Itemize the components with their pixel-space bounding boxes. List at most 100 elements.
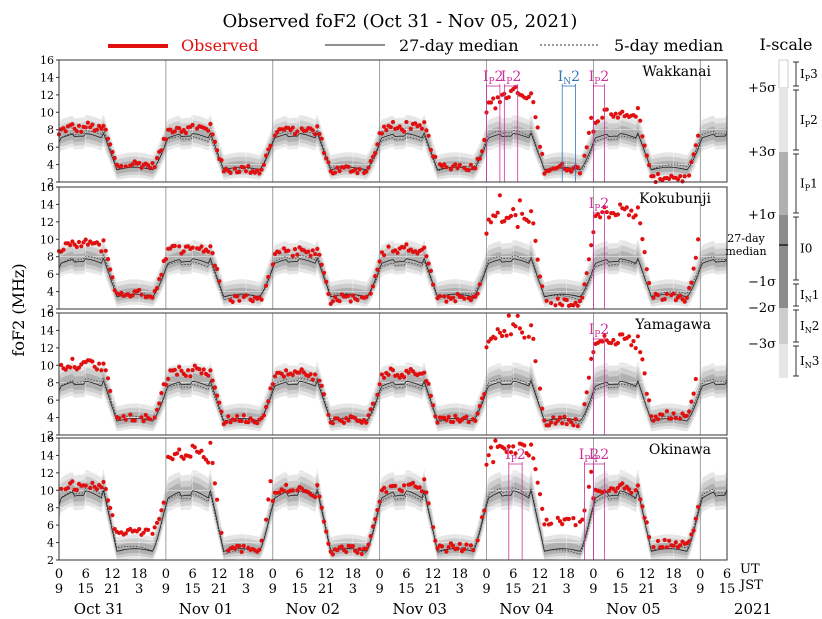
variability-band-3 [59,125,727,175]
observed-point [504,449,509,455]
observed-point [337,169,342,174]
observed-point [428,268,433,273]
observed-point [90,480,95,485]
observed-point [350,293,355,298]
observed-point [384,489,389,495]
observed-point [70,356,75,361]
observed-point [651,545,656,550]
observed-point [152,525,157,530]
observed-point [143,412,148,418]
observed-point [317,494,322,499]
observed-point [551,415,556,420]
iscale-sigma-label: median [725,245,766,258]
observed-point [531,456,536,461]
observed-point [117,416,122,421]
observed-point [103,368,108,373]
observed-point [506,95,511,100]
observed-point [308,372,313,377]
ut-tick-label: 18 [131,567,148,582]
observed-point [609,340,614,346]
observed-point [678,416,683,421]
observed-point [370,524,376,529]
observed-point [208,368,213,373]
observed-point [281,374,286,379]
observed-point [635,106,641,111]
observed-point [255,421,260,426]
observed-point [562,414,567,419]
observed-point [295,129,300,134]
iscale-title: I-scale [759,35,812,54]
observed-point [65,485,70,491]
event-label-sub: N [563,77,571,87]
observed-point [540,284,545,289]
observed-point [564,422,569,427]
median-27day-line [58,490,728,552]
iscale-class-num: 3 [812,354,820,368]
observed-point [595,119,601,124]
observed-point [629,343,634,348]
observed-point [177,126,182,131]
observed-point [500,333,505,339]
y-tick-label: 6 [47,268,54,281]
observed-point [473,294,478,299]
observed-point [70,479,75,484]
day-label: Nov 05 [606,600,661,618]
observed-point [540,151,545,157]
observed-point [112,155,117,161]
panel-frame [58,59,728,183]
observed-point [210,132,215,137]
y-tick-label: 8 [47,251,54,264]
observed-point [212,385,217,390]
observed-point [684,295,690,300]
observed-point [177,447,182,452]
observed-point [108,388,113,394]
observed-point [243,293,249,298]
observed-point [348,299,353,304]
observed-point [620,109,625,114]
observed-point [226,414,231,419]
ut-tick-label: 0 [269,567,277,582]
observed-point [83,237,88,242]
observed-point [163,257,168,262]
observed-point [161,500,166,505]
event-label-num: 2 [495,69,504,85]
observed-point [150,531,155,536]
day-label: Oct 31 [74,600,125,618]
observed-point [613,111,618,116]
panel-frame [58,437,728,561]
observed-point [163,382,168,387]
ut-tick-label: 18 [665,567,682,582]
observed-point [598,215,603,220]
observed-point [638,118,643,123]
observed-point [99,485,104,490]
median-27day-line [58,257,728,298]
observed-point [544,298,549,303]
observed-point [526,453,531,458]
observed-point [580,517,585,522]
observed-point [268,143,273,148]
observed-point [506,444,511,449]
observed-point [431,282,436,287]
observed-point [533,359,538,364]
observed-point [326,412,331,417]
observed-point [219,530,224,535]
observed-point [112,288,117,293]
observed-point [508,213,514,219]
observed-point [94,487,99,492]
observed-point [484,231,489,236]
observed-point [513,213,518,218]
observed-point [655,171,661,177]
iscale-class-label: IN3 [800,354,819,370]
event-label-sub: P [584,455,590,465]
ut-tick-label: 12 [639,567,656,582]
observed-point [517,198,523,203]
observed-point [395,250,400,255]
iscale-sigma-label: −3σ [748,337,776,352]
observed-point [611,337,616,343]
observed-point [495,95,500,100]
observed-point [462,296,467,301]
observed-point [228,420,233,425]
observed-point [355,171,360,176]
observed-point [154,520,160,526]
